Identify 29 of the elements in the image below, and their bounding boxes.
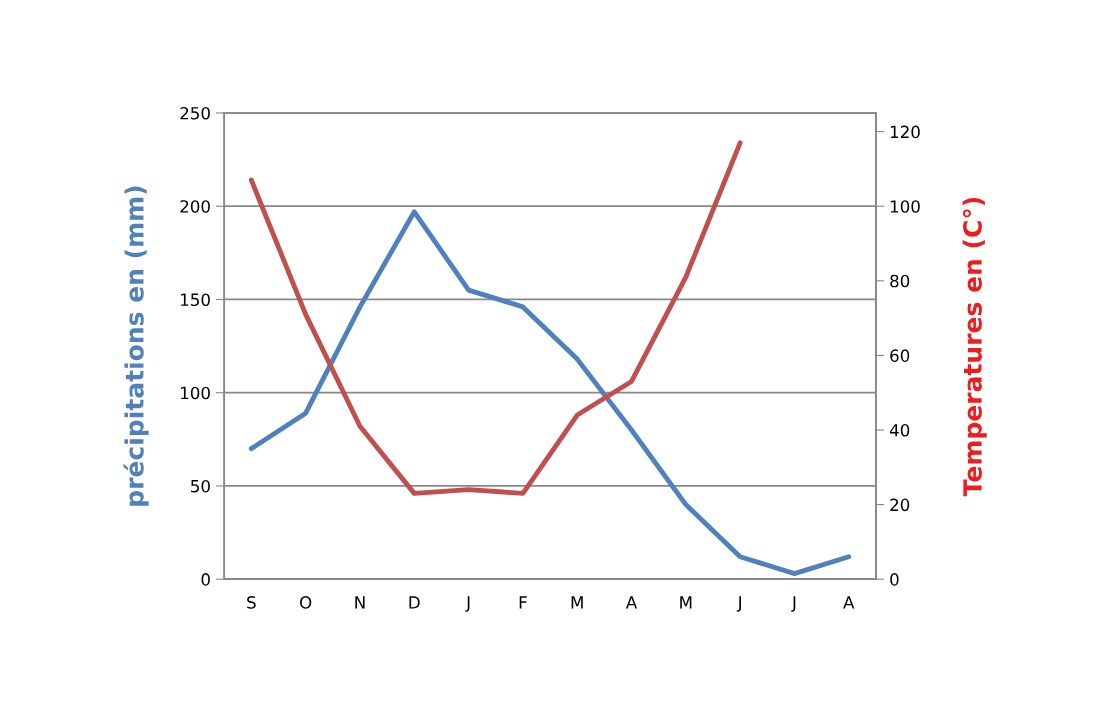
y2-tick-label: 0 <box>890 573 899 586</box>
y2-tick-label: 120 <box>890 125 920 139</box>
y2-tick-label: 60 <box>890 349 910 362</box>
y-tick-label: 100 <box>181 386 210 400</box>
x-tick-label: O <box>300 596 312 609</box>
y-tick-label: 250 <box>180 106 210 120</box>
x-tick-label: D <box>409 596 420 609</box>
x-tick-label: N <box>355 596 365 609</box>
line-series <box>248 209 852 576</box>
y2-tick-label: 20 <box>890 498 910 512</box>
y2-tick-label: 40 <box>889 423 910 437</box>
y2-axis-title: Temperatures en (C°) <box>962 197 987 497</box>
x-tick-label: F <box>519 596 527 609</box>
x-tick-label: J <box>736 596 741 612</box>
y-tick-label: 200 <box>180 200 210 213</box>
y-axis-title: précipitations en (mm) <box>123 186 149 506</box>
y-tick-label: 50 <box>191 479 210 493</box>
y2-tick-label: 100 <box>890 200 920 213</box>
y-tick-label: 150 <box>181 293 210 307</box>
x-tick-label: A <box>843 596 855 609</box>
line-series <box>248 140 743 496</box>
x-tick-label: J <box>791 596 796 612</box>
x-tick-label: M <box>571 596 583 609</box>
y2-tick-label: 80 <box>890 274 910 288</box>
x-tick-label: A <box>625 596 638 609</box>
x-tick-label: S <box>247 596 256 609</box>
x-tick-label: M <box>680 596 692 609</box>
x-tick-label: J <box>465 596 470 612</box>
y-tick-label: 0 <box>201 573 210 586</box>
